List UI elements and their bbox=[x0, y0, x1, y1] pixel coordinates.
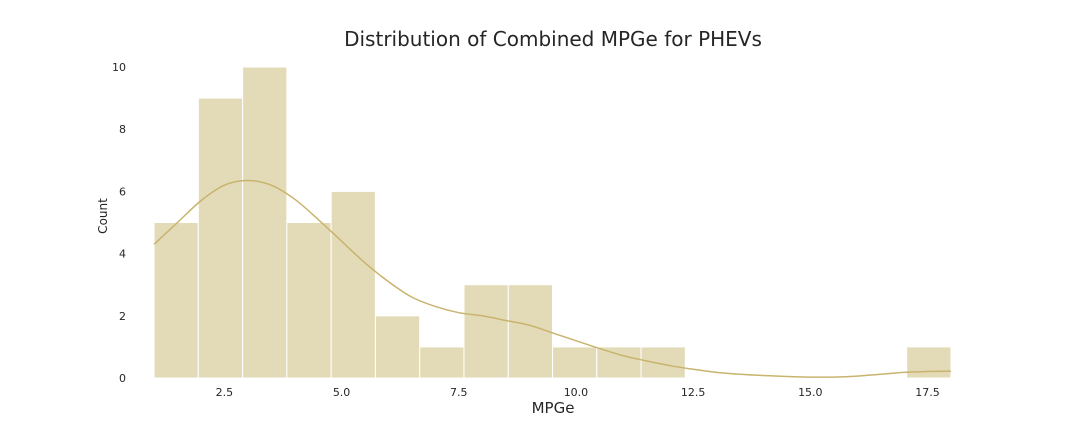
histogram-bars bbox=[153, 66, 952, 379]
histogram-bar bbox=[906, 346, 952, 379]
kde-line bbox=[153, 179, 951, 378]
x-tick-label: 10.0 bbox=[564, 386, 589, 399]
y-tick-label: 0 bbox=[119, 372, 126, 385]
y-tick-label: 2 bbox=[119, 310, 126, 323]
chart-title: Distribution of Combined MPGe for PHEVs bbox=[344, 27, 762, 51]
histogram-bar bbox=[242, 66, 288, 379]
y-axis-ticks: 0 2 4 6 8 10 bbox=[112, 61, 126, 385]
histogram-bar bbox=[507, 284, 553, 379]
histogram-bar bbox=[463, 284, 509, 379]
histogram-bar bbox=[286, 222, 332, 379]
x-tick-label: 12.5 bbox=[681, 386, 706, 399]
x-tick-label: 5.0 bbox=[333, 386, 351, 399]
y-tick-label: 6 bbox=[119, 185, 126, 198]
histogram-bar bbox=[596, 346, 642, 379]
x-tick-label: 2.5 bbox=[216, 386, 234, 399]
y-tick-label: 10 bbox=[112, 61, 126, 74]
histogram-bar bbox=[640, 346, 686, 379]
histogram-bar bbox=[419, 346, 465, 379]
histogram-bar bbox=[330, 190, 376, 379]
x-tick-label: 15.0 bbox=[798, 386, 823, 399]
y-axis-label: Count bbox=[96, 198, 110, 234]
y-tick-label: 8 bbox=[119, 123, 126, 136]
x-tick-label: 7.5 bbox=[450, 386, 468, 399]
histogram-bar bbox=[197, 97, 244, 379]
x-tick-label: 17.5 bbox=[915, 386, 940, 399]
histogram-bar bbox=[374, 315, 421, 379]
histogram-bar bbox=[552, 346, 598, 379]
y-tick-label: 4 bbox=[119, 248, 126, 261]
histogram-bar bbox=[153, 222, 199, 379]
x-axis-ticks: 2.5 5.0 7.5 10.0 12.5 15.0 17.5 bbox=[216, 386, 940, 399]
x-axis-label: MPGe bbox=[532, 399, 575, 417]
